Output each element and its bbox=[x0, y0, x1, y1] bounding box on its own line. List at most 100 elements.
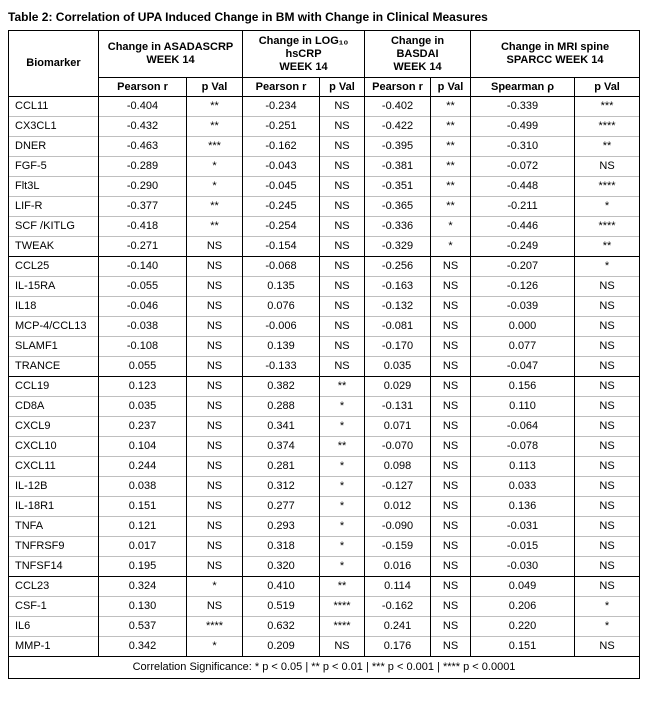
correlation-value-cell: 0.049 bbox=[470, 576, 576, 597]
pvalue-cell: NS bbox=[318, 176, 366, 197]
pvalue-cell: *** bbox=[574, 96, 641, 117]
correlation-value-cell: -0.249 bbox=[470, 236, 576, 257]
correlation-value-cell: -0.162 bbox=[364, 596, 432, 617]
pvalue-cell: NS bbox=[430, 396, 472, 417]
biomarker-cell: CXCL11 bbox=[8, 456, 99, 477]
pvalue-cell: ** bbox=[574, 236, 641, 257]
pvalue-cell: NS bbox=[430, 456, 472, 477]
correlation-value-cell: 0.016 bbox=[364, 556, 432, 577]
pvalue-cell: NS bbox=[574, 416, 641, 437]
header-sub-row: Pearson r p Val Pearson r p Val Pearson … bbox=[9, 77, 641, 97]
correlation-value-cell: 0.038 bbox=[98, 476, 187, 497]
table-row: CXCL10 0.104 NS 0.374 ** -0.070 NS -0.078 NS bbox=[8, 436, 641, 457]
correlation-value-cell: 0.076 bbox=[242, 296, 320, 317]
pvalue-cell: * bbox=[318, 496, 366, 517]
pvalue-cell: NS bbox=[430, 256, 472, 277]
correlation-value-cell: -0.039 bbox=[470, 296, 576, 317]
correlation-value-cell: -0.038 bbox=[98, 316, 187, 337]
correlation-value-cell: 0.237 bbox=[98, 416, 187, 437]
biomarker-cell: IL-12B bbox=[8, 476, 99, 497]
correlation-value-cell: -0.159 bbox=[364, 536, 432, 557]
pvalue-cell: NS bbox=[186, 296, 243, 317]
subheader-pval-mri: p Val bbox=[574, 77, 641, 97]
subheader-pval-hscrp: p Val bbox=[318, 77, 366, 97]
biomarker-cell: CSF-1 bbox=[8, 596, 99, 617]
pvalue-cell: NS bbox=[186, 596, 243, 617]
pvalue-cell: NS bbox=[186, 316, 243, 337]
pvalue-cell: * bbox=[430, 236, 472, 257]
correlation-value-cell: -0.031 bbox=[470, 516, 576, 537]
table-row: CCL25 -0.140 NS -0.068 NS -0.256 NS -0.207 * bbox=[8, 256, 641, 277]
pvalue-cell: *** bbox=[186, 136, 243, 157]
pvalue-cell: NS bbox=[574, 576, 641, 597]
pvalue-cell: NS bbox=[574, 316, 641, 337]
pvalue-cell: NS bbox=[318, 256, 366, 277]
table-row: CXCL9 0.237 NS 0.341 * 0.071 NS -0.064 NS bbox=[8, 416, 641, 437]
correlation-value-cell: 0.151 bbox=[98, 496, 187, 517]
subheader-pearson-r-hscrp: Pearson r bbox=[242, 77, 320, 97]
table-row: CD8A 0.035 NS 0.288 * -0.131 NS 0.110 NS bbox=[8, 396, 641, 417]
pvalue-cell: NS bbox=[430, 616, 472, 637]
pvalue-cell: NS bbox=[430, 356, 472, 377]
correlation-value-cell: -0.377 bbox=[98, 196, 187, 217]
correlation-value-cell: 0.035 bbox=[98, 396, 187, 417]
pvalue-cell: **** bbox=[186, 616, 243, 637]
correlation-value-cell: 0.241 bbox=[364, 616, 432, 637]
correlation-value-cell: 0.293 bbox=[242, 516, 320, 537]
pvalue-cell: NS bbox=[318, 276, 366, 297]
pvalue-cell: NS bbox=[430, 416, 472, 437]
biomarker-cell: CCL23 bbox=[8, 576, 99, 597]
correlation-value-cell: 0.342 bbox=[98, 636, 187, 657]
pvalue-cell: ** bbox=[430, 176, 472, 197]
pvalue-cell: NS bbox=[318, 336, 366, 357]
correlation-value-cell: 0.281 bbox=[242, 456, 320, 477]
pvalue-cell: * bbox=[318, 396, 366, 417]
table-row: IL-15RA -0.055 NS 0.135 NS -0.163 NS -0.126 NS bbox=[8, 276, 641, 297]
biomarker-cell: IL-15RA bbox=[8, 276, 99, 297]
biomarker-cell: IL18 bbox=[8, 296, 99, 317]
pvalue-cell: * bbox=[318, 536, 366, 557]
correlation-value-cell: -0.163 bbox=[364, 276, 432, 297]
pvalue-cell: NS bbox=[574, 476, 641, 497]
biomarker-cell: IL-18R1 bbox=[8, 496, 99, 517]
correlation-value-cell: -0.055 bbox=[98, 276, 187, 297]
correlation-value-cell: 0.017 bbox=[98, 536, 187, 557]
correlation-value-cell: -0.351 bbox=[364, 176, 432, 197]
biomarker-header: Biomarker bbox=[8, 30, 99, 97]
footer-row: Correlation Significance: * p < 0.05 | *… bbox=[7, 656, 641, 679]
table-row: LIF-R -0.377 ** -0.245 NS -0.365 ** -0.211 * bbox=[8, 196, 641, 217]
correlation-value-cell: -0.140 bbox=[98, 256, 187, 277]
pvalue-cell: ** bbox=[318, 376, 366, 397]
pvalue-cell: **** bbox=[318, 616, 366, 637]
pvalue-cell: NS bbox=[318, 96, 366, 117]
table-row: MMP-1 0.342 * 0.209 NS 0.176 NS 0.151 NS bbox=[8, 636, 641, 657]
pvalue-cell: NS bbox=[186, 256, 243, 277]
correlation-value-cell: 0.113 bbox=[470, 456, 576, 477]
table-row: FGF-5 -0.289 * -0.043 NS -0.381 ** -0.072 NS bbox=[8, 156, 641, 177]
pvalue-cell: NS bbox=[430, 276, 472, 297]
pvalue-cell: ** bbox=[186, 196, 243, 217]
correlation-value-cell: -0.446 bbox=[470, 216, 576, 237]
pvalue-cell: NS bbox=[574, 436, 641, 457]
table-row: CSF-1 0.130 NS 0.519 **** -0.162 NS 0.206 * bbox=[8, 596, 641, 617]
correlation-value-cell: -0.070 bbox=[364, 436, 432, 457]
table-row: TRANCE 0.055 NS -0.133 NS 0.035 NS -0.047 NS bbox=[8, 356, 641, 377]
pvalue-cell: NS bbox=[186, 476, 243, 497]
correlation-value-cell: 0.055 bbox=[98, 356, 187, 377]
pvalue-cell: NS bbox=[574, 496, 641, 517]
biomarker-cell: CXCL10 bbox=[8, 436, 99, 457]
correlation-value-cell: 0.156 bbox=[470, 376, 576, 397]
correlation-value-cell: 0.029 bbox=[364, 376, 432, 397]
correlation-value-cell: -0.365 bbox=[364, 196, 432, 217]
correlation-value-cell: -0.108 bbox=[98, 336, 187, 357]
correlation-value-cell: 0.114 bbox=[364, 576, 432, 597]
pvalue-cell: NS bbox=[574, 636, 641, 657]
biomarker-cell: TWEAK bbox=[8, 236, 99, 257]
table-row: MCP-4/CCL13 -0.038 NS -0.006 NS -0.081 NS 0.000… bbox=[8, 316, 641, 337]
pvalue-cell: * bbox=[186, 636, 243, 657]
correlation-value-cell: 0.312 bbox=[242, 476, 320, 497]
biomarker-cell: CCL11 bbox=[8, 96, 99, 117]
correlation-value-cell: -0.072 bbox=[470, 156, 576, 177]
table-row: TNFA 0.121 NS 0.293 * -0.090 NS -0.031 NS bbox=[8, 516, 641, 537]
correlation-value-cell: -0.046 bbox=[98, 296, 187, 317]
